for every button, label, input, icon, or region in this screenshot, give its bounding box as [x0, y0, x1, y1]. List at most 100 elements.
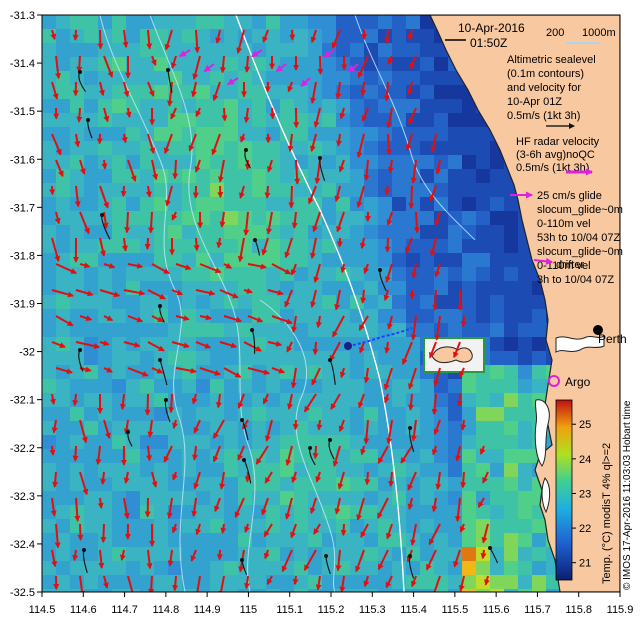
sst-cell: [420, 547, 435, 562]
sst-cell: [504, 407, 519, 422]
current-arrow: [334, 497, 341, 515]
sst-cell: [98, 561, 113, 576]
current-arrow: [148, 575, 155, 592]
sst-cell: [378, 141, 393, 156]
sst-cell: [406, 365, 421, 380]
sst-cell: [238, 99, 253, 114]
sst-cell: [364, 197, 379, 212]
current-arrow: [315, 471, 322, 483]
hf-radar-arrow: [323, 49, 335, 58]
sst-cell: [224, 15, 239, 30]
sst-cell: [364, 309, 379, 324]
sst-cell: [420, 281, 435, 296]
sst-cell: [378, 491, 393, 506]
sst-cell: [252, 267, 267, 282]
sst-cell: [504, 477, 519, 492]
sst-cell: [126, 407, 141, 422]
sst-cell: [154, 29, 169, 44]
sst-cell: [420, 309, 435, 324]
sst-cell: [378, 15, 393, 30]
sst-cell: [140, 323, 155, 338]
sst-cell: [420, 197, 435, 212]
sst-cell: [112, 197, 127, 212]
current-arrow: [263, 549, 270, 560]
sst-cell: [378, 183, 393, 198]
sst-cell: [56, 309, 71, 324]
current-arrow: [334, 185, 341, 203]
current-arrow: [266, 159, 273, 173]
current-arrow: [292, 575, 299, 586]
sst-cell: [308, 533, 323, 548]
sst-cell: [518, 435, 533, 450]
sst-cell: [56, 225, 71, 240]
sst-cell: [504, 491, 519, 506]
sst-cell: [168, 253, 183, 268]
current-arrow: [103, 107, 110, 123]
sst-cell: [462, 281, 477, 296]
sst-cell: [308, 589, 323, 592]
current-arrow: [103, 262, 116, 269]
hf-radar-arrow: [347, 63, 359, 73]
sst-cell: [126, 239, 141, 254]
sst-cell: [294, 547, 309, 562]
current-arrow: [458, 575, 465, 592]
sst-cell: [350, 155, 365, 170]
sst-cell: [56, 351, 71, 366]
sst-cell: [210, 323, 225, 338]
current-arrow: [72, 445, 79, 462]
current-arrow: [236, 29, 245, 54]
sst-cell: [518, 463, 533, 478]
sst-cell: [182, 477, 197, 492]
glider-dot: [78, 70, 82, 74]
sst-cell: [490, 561, 505, 576]
sst-cell: [490, 337, 505, 352]
sst-cell: [140, 337, 155, 352]
sst-cell: [70, 477, 85, 492]
sst-cell: [434, 309, 449, 324]
sst-cell: [630, 379, 640, 394]
y-tick-label: -31.5: [10, 106, 35, 118]
sst-cell: [182, 99, 197, 114]
sst-cell: [182, 239, 197, 254]
current-arrow: [100, 471, 107, 485]
sst-cell: [56, 547, 71, 562]
sst-cell: [476, 155, 491, 170]
current-arrow: [431, 575, 441, 592]
sst-cell: [224, 99, 239, 114]
sst-cell: [112, 43, 127, 58]
current-arrow: [79, 262, 91, 269]
x-tick-label: 115.1: [276, 604, 303, 616]
sst-cell: [336, 127, 351, 142]
hf-radar-arrow: [275, 63, 287, 73]
sst-cell: [168, 463, 183, 478]
current-arrow: [456, 393, 463, 408]
sst-cell: [392, 379, 407, 394]
sst-cell: [490, 211, 505, 226]
sst-cell: [364, 505, 379, 520]
sst-cell: [210, 239, 225, 254]
sst-cell: [56, 393, 71, 408]
x-tick-label: 115.4: [400, 604, 427, 616]
sst-cell: [280, 519, 295, 534]
current-arrow: [266, 211, 273, 235]
sst-cell: [420, 85, 435, 100]
current-arrow: [103, 55, 114, 78]
current-arrow: [199, 263, 222, 274]
sst-cell: [70, 337, 85, 352]
sst-cell: [392, 491, 407, 506]
sst-cell: [252, 155, 267, 170]
sst-cell: [532, 575, 547, 590]
current-arrow: [364, 471, 371, 486]
sst-cell: [434, 71, 449, 86]
sst-cell: [196, 71, 211, 86]
sst-cell: [98, 463, 113, 478]
current-arrow: [74, 133, 81, 148]
sst-cell: [42, 435, 57, 450]
sst-cell: [154, 393, 169, 408]
sst-cell: [238, 197, 253, 212]
sst-cell: [252, 547, 267, 562]
current-arrow: [335, 81, 342, 100]
sst-cell: [70, 239, 85, 254]
sst-cell: [434, 407, 449, 422]
sst-cell: [84, 393, 99, 408]
